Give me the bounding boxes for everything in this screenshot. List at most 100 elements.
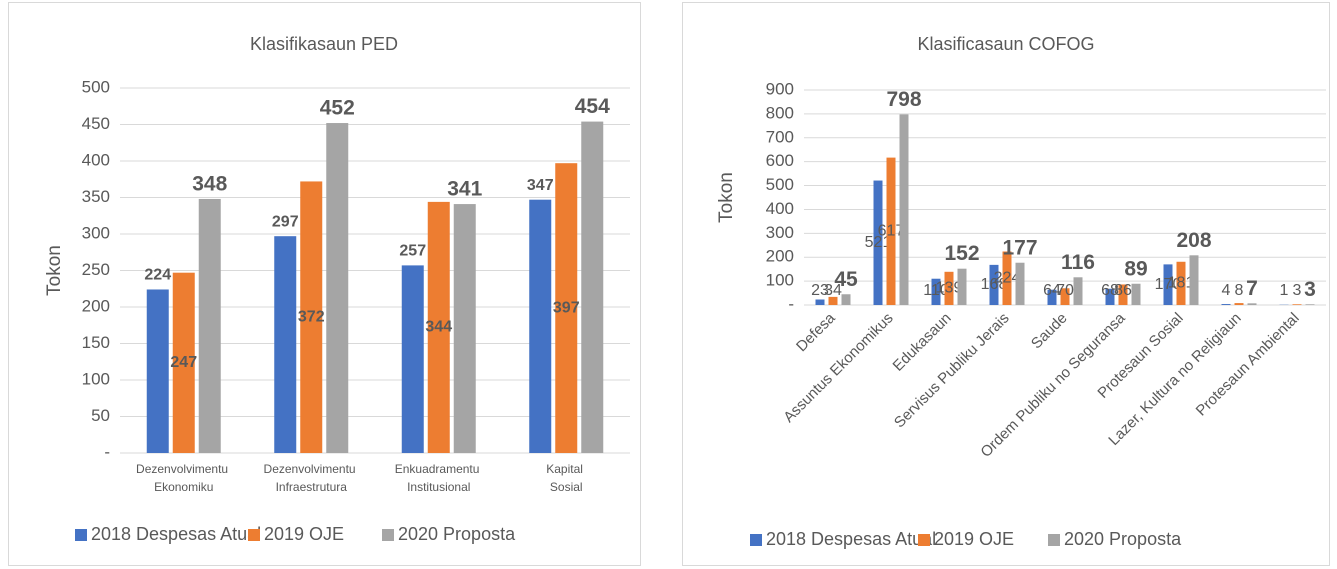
y-axis-label: Tokon bbox=[44, 245, 65, 296]
y-tick-label: - bbox=[788, 294, 794, 313]
bar bbox=[453, 204, 476, 453]
legend-label: 2018 Despesas Atual bbox=[91, 524, 261, 544]
data-label: 297 bbox=[272, 213, 299, 230]
y-tick-label: - bbox=[104, 442, 110, 461]
data-label: 68 bbox=[1101, 282, 1119, 299]
data-label: 45 bbox=[834, 268, 858, 291]
y-tick-label: 100 bbox=[766, 271, 794, 290]
bar bbox=[529, 199, 552, 453]
data-label: 116 bbox=[1061, 251, 1095, 274]
y-tick-label: 300 bbox=[766, 223, 794, 242]
data-label: 344 bbox=[425, 319, 452, 336]
y-tick-label: 50 bbox=[91, 406, 110, 425]
bar bbox=[1292, 304, 1302, 305]
bar bbox=[146, 289, 169, 453]
y-tick-label: 600 bbox=[766, 151, 794, 170]
data-label: 617 bbox=[878, 223, 905, 240]
chart-title: Klasificasaun COFOG bbox=[917, 34, 1094, 54]
bar bbox=[1131, 283, 1141, 305]
y-tick-label: 800 bbox=[766, 103, 794, 122]
bar bbox=[1002, 251, 1012, 305]
data-label: 86 bbox=[1114, 282, 1132, 299]
bar bbox=[1189, 255, 1199, 305]
legend-swatch bbox=[75, 529, 87, 541]
bar bbox=[1247, 303, 1257, 305]
bar bbox=[1221, 304, 1231, 305]
bar bbox=[555, 163, 578, 453]
y-tick-label: 200 bbox=[82, 296, 110, 315]
data-label: 181 bbox=[1168, 275, 1195, 292]
bar bbox=[427, 201, 450, 453]
bar bbox=[300, 181, 323, 453]
y-tick-label: 400 bbox=[82, 150, 110, 169]
bar bbox=[1305, 304, 1315, 305]
legend-swatch bbox=[750, 534, 762, 546]
y-tick-label: 400 bbox=[766, 199, 794, 218]
data-label: 89 bbox=[1124, 257, 1147, 280]
data-label: 341 bbox=[447, 178, 482, 201]
bar bbox=[815, 299, 825, 305]
y-tick-label: 700 bbox=[766, 127, 794, 146]
data-label: 64 bbox=[1043, 282, 1061, 299]
data-label: 7 bbox=[1246, 277, 1258, 300]
data-label: 372 bbox=[298, 308, 325, 325]
y-tick-label: 150 bbox=[82, 333, 110, 352]
data-label: 3 bbox=[1293, 282, 1302, 299]
data-label: 139 bbox=[936, 280, 963, 297]
data-label: 454 bbox=[575, 95, 610, 118]
data-label: 4 bbox=[1222, 282, 1231, 299]
data-label: 798 bbox=[886, 88, 921, 111]
data-label: 347 bbox=[527, 177, 554, 194]
legend-label: 2019 OJE bbox=[264, 524, 344, 544]
bar bbox=[1060, 288, 1070, 305]
bar bbox=[841, 294, 851, 305]
data-label: 247 bbox=[170, 354, 197, 371]
legend-label: 2019 OJE bbox=[934, 529, 1014, 549]
data-label: 224 bbox=[994, 269, 1021, 286]
legend-swatch bbox=[248, 529, 260, 541]
y-tick-label: 250 bbox=[82, 260, 110, 279]
bar bbox=[326, 123, 349, 453]
y-tick-label: 100 bbox=[82, 369, 110, 388]
data-label: 3 bbox=[1304, 278, 1316, 301]
bar bbox=[1047, 289, 1057, 305]
data-label: 1 bbox=[1280, 282, 1289, 299]
bar bbox=[886, 157, 896, 305]
bar bbox=[1073, 277, 1083, 305]
data-label: 397 bbox=[553, 299, 580, 316]
legend-swatch bbox=[918, 534, 930, 546]
x-tick-label: Enkuadramentu Institusional bbox=[395, 462, 483, 494]
data-label: 224 bbox=[144, 267, 171, 284]
legend-swatch bbox=[382, 529, 394, 541]
data-label: 23 bbox=[811, 282, 829, 299]
x-tick-label: Dezenvolvimentu Infraestrutura bbox=[264, 462, 359, 494]
y-tick-label: 350 bbox=[82, 187, 110, 206]
y-tick-label: 500 bbox=[766, 175, 794, 194]
bar bbox=[899, 114, 909, 305]
legend-label: 2020 Proposta bbox=[1064, 529, 1182, 549]
x-tick-label: Dezenvolvimentu Ekonomiku bbox=[136, 462, 231, 494]
bar bbox=[1015, 262, 1025, 305]
bar bbox=[931, 278, 941, 305]
bar bbox=[957, 268, 967, 305]
data-label: 452 bbox=[320, 97, 355, 120]
y-tick-label: 900 bbox=[766, 79, 794, 98]
data-label: 8 bbox=[1235, 282, 1244, 299]
y-tick-label: 200 bbox=[766, 247, 794, 266]
bar bbox=[828, 296, 838, 305]
chart-title: Klasifikasaun PED bbox=[250, 34, 398, 54]
bar bbox=[1163, 264, 1173, 305]
bar bbox=[274, 236, 297, 453]
data-label: 170 bbox=[1155, 276, 1182, 293]
legend-swatch bbox=[1048, 534, 1060, 546]
y-tick-label: 450 bbox=[82, 114, 110, 133]
bar bbox=[1105, 288, 1115, 305]
data-label: 152 bbox=[944, 242, 979, 265]
legend-label: 2020 Proposta bbox=[398, 524, 516, 544]
data-label: 521 bbox=[865, 234, 892, 251]
y-tick-label: 500 bbox=[82, 77, 110, 96]
bar bbox=[172, 272, 195, 453]
x-tick-label: Kapital Sosial bbox=[546, 462, 586, 494]
data-label: 177 bbox=[1002, 236, 1037, 259]
